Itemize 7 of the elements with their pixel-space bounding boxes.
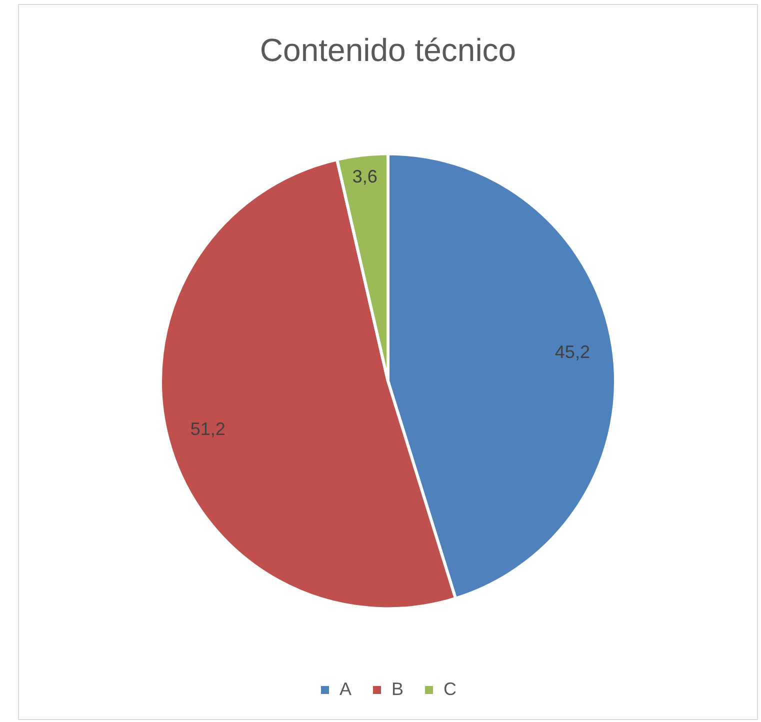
data-label: 45,2: [554, 342, 590, 362]
data-label: 3,6: [352, 166, 378, 187]
legend-label: B: [392, 678, 404, 699]
chart-title: Contenido técnico: [260, 32, 516, 68]
data-label: 51,2: [190, 418, 226, 439]
legend-label: C: [444, 678, 457, 699]
legend-label: A: [339, 678, 352, 699]
